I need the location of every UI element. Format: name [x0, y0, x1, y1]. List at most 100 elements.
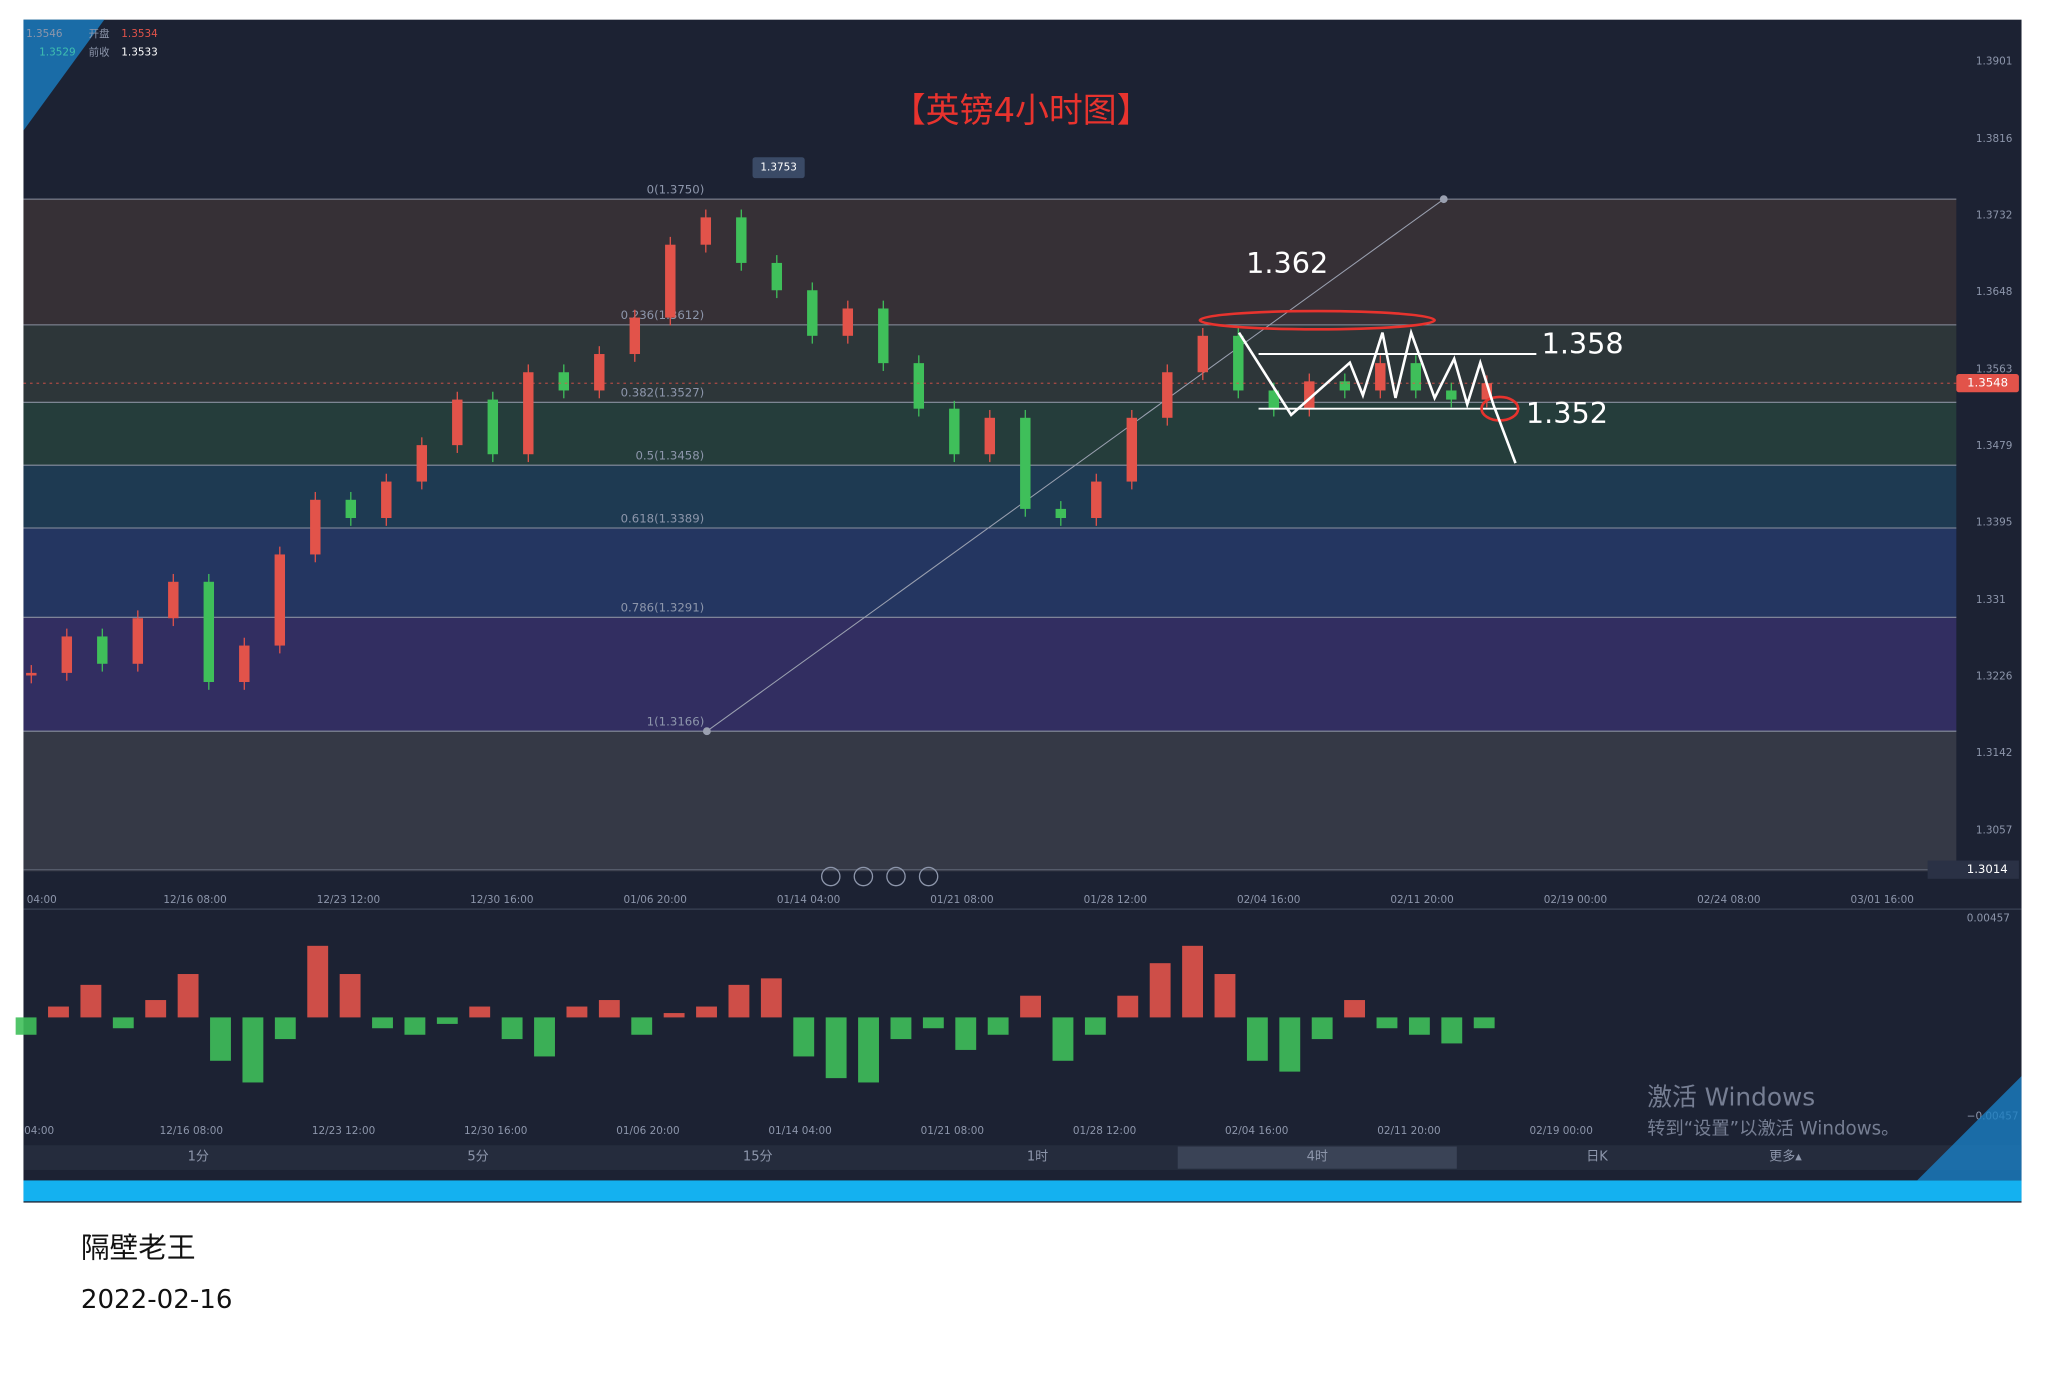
candle [1375, 363, 1386, 391]
fib-trendline [706, 198, 1445, 732]
x-tick-label: 01/28 12:00 [1073, 1125, 1136, 1137]
x-tick-label: 02/19 00:00 [1529, 1125, 1592, 1137]
candle [416, 445, 428, 482]
candle [1020, 417, 1031, 509]
macd-bar [663, 1013, 685, 1018]
macd-bar [1149, 963, 1171, 1018]
tab[interactable]: 1分 [188, 1149, 209, 1164]
candle [700, 217, 712, 245]
last-price-label: 1.3548 [1967, 376, 2008, 390]
y-tick-label: 1.3142 [1976, 747, 2012, 759]
fib-label: 1(1.3166) [647, 715, 705, 729]
y-tick-label: 1.3226 [1976, 671, 2012, 683]
watermark-subtitle: 转到“设置”以激活 Windows。 [1647, 1119, 1899, 1140]
macd-bar [696, 1006, 717, 1018]
x-tick-label: 02/11 20:00 [1390, 894, 1453, 906]
macd-bar [1473, 1017, 1495, 1029]
candle [1197, 335, 1209, 373]
fib-band [23, 731, 1957, 872]
macd-bar [1408, 1017, 1430, 1035]
header-high: 1.3546 [26, 28, 62, 40]
last-price-box [1956, 374, 2019, 393]
x-tick-label: 01/21 08:00 [921, 1125, 984, 1137]
candle [1126, 417, 1138, 482]
watermark-title: 激活 Windows [1647, 1082, 1815, 1111]
macd-bar [793, 1017, 815, 1057]
zoom-button[interactable] [886, 866, 906, 887]
candle [26, 672, 37, 676]
x-tick-label: 04:00 [24, 1125, 54, 1137]
x-tick-label: 12/30 16:00 [464, 1125, 527, 1137]
macd-bar [760, 978, 782, 1018]
candle [807, 290, 818, 336]
macd-bar [1117, 995, 1139, 1018]
annotation: 1.352 [1526, 396, 1608, 430]
macd-bar [1311, 1017, 1333, 1040]
fib-label: 0.382(1.3527) [621, 386, 705, 400]
candle [1481, 383, 1493, 400]
candle [345, 499, 357, 519]
x-tick-label: 02/11 20:00 [1377, 1125, 1440, 1137]
candle [629, 317, 641, 355]
macd-bar [922, 1017, 944, 1029]
annotation: 1.358 [1542, 327, 1624, 361]
tab[interactable]: 4时 [1307, 1149, 1328, 1164]
tab[interactable]: 5分 [467, 1149, 488, 1164]
x-tick-label: 01/14 04:00 [768, 1125, 831, 1137]
candle [665, 244, 676, 318]
tab[interactable]: 1时 [1027, 1149, 1048, 1164]
zoom-button[interactable] [918, 866, 939, 887]
x-tick-label: 12/30 16:00 [470, 894, 533, 906]
fib-label: 0.786(1.3291) [621, 601, 705, 615]
candle [984, 417, 996, 455]
macd-bar [372, 1017, 393, 1029]
zoom-button[interactable] [853, 866, 874, 887]
tab[interactable]: 更多▴ [1769, 1148, 1802, 1164]
macd-bar [1279, 1017, 1301, 1072]
macd-bar [501, 1017, 523, 1040]
fib-anchor [702, 727, 711, 736]
candle [771, 262, 783, 291]
candle [949, 408, 960, 455]
x-tick-label: 04:00 [27, 894, 57, 906]
x-tick-label: 01/28 12:00 [1084, 894, 1147, 906]
candle [1055, 508, 1067, 519]
candle [913, 363, 925, 409]
macd-bar [631, 1017, 653, 1035]
blue-strip [23, 1180, 2022, 1202]
macd-bar [307, 945, 329, 1018]
macd-bar [728, 984, 750, 1018]
tab[interactable]: 15分 [743, 1149, 773, 1164]
zigzag-arrow [1237, 328, 1517, 464]
candle [1162, 372, 1173, 418]
candle [878, 308, 889, 364]
macd-bar [858, 1017, 879, 1083]
zoom-button[interactable] [820, 866, 841, 887]
x-tick-label: 02/19 00:00 [1544, 894, 1607, 906]
corner-decoration [1917, 1076, 2022, 1181]
x-tick-label: 12/16 08:00 [160, 1125, 223, 1137]
macd-bar [1441, 1017, 1463, 1044]
macd-bar [404, 1017, 426, 1035]
y-tick-label: 1.3563 [1976, 364, 2012, 376]
fib-label: 0.236(1.3612) [621, 308, 705, 322]
candle [310, 499, 321, 555]
candle [97, 636, 108, 664]
candle [487, 399, 499, 455]
candle [1304, 381, 1315, 409]
candle [452, 399, 463, 446]
fib-band [23, 617, 1957, 732]
peak-label-box [752, 157, 805, 179]
candle [168, 581, 179, 619]
candle [239, 645, 250, 682]
macd-bar [1246, 1017, 1268, 1061]
macd-bar [825, 1017, 847, 1079]
candle [1268, 390, 1280, 409]
tab[interactable]: 日K [1586, 1149, 1608, 1164]
macd-bar [1214, 974, 1236, 1018]
active-tab [1177, 1146, 1457, 1169]
macd-bar [210, 1017, 231, 1061]
candle [842, 308, 854, 336]
chart-title: 【英镑4小时图】 [892, 91, 1151, 130]
y-tick-label: 1.3479 [1976, 440, 2012, 452]
